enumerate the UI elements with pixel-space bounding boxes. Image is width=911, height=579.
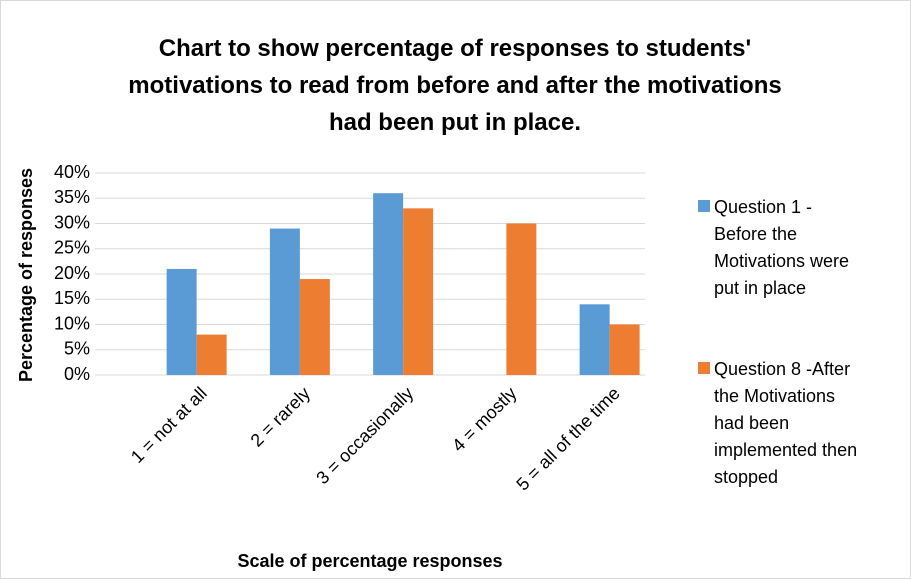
y-tick-label: 40%	[54, 162, 90, 182]
y-tick-label: 0%	[64, 364, 90, 384]
bar	[269, 228, 300, 375]
legend-label: Question 1 - Before the Motivations were…	[714, 197, 850, 298]
y-tick-label: 10%	[54, 313, 90, 333]
bar	[166, 268, 197, 375]
bar	[579, 304, 610, 375]
bar	[609, 324, 640, 375]
y-tick-label: 35%	[54, 187, 90, 207]
chart-title: Chart to show percentage of responses to…	[128, 35, 782, 136]
y-tick-label: 5%	[64, 339, 90, 359]
x-tick-label: 4 = mostly	[448, 383, 521, 456]
bar	[403, 208, 434, 375]
x-tick-label: 5 = all of the time	[512, 383, 623, 494]
y-tick-label: 25%	[54, 238, 90, 258]
legend-swatch	[698, 362, 710, 374]
x-tick-label: 1 = not at all	[127, 383, 211, 467]
bar	[196, 334, 227, 375]
x-tick-label: 2 = rarely	[247, 383, 315, 451]
bar	[506, 223, 537, 375]
y-axis-label: Percentage of responses	[16, 168, 36, 382]
bar	[299, 279, 330, 375]
x-axis-label: Scale of percentage responses	[237, 551, 502, 571]
x-tick-label: 3 = occasionally	[312, 383, 417, 488]
legend-swatch	[698, 200, 710, 212]
y-tick-label: 30%	[54, 212, 90, 232]
y-tick-label: 20%	[54, 263, 90, 283]
bar	[373, 193, 404, 375]
legend-label: Question 8 -After the Motivations had be…	[714, 359, 858, 487]
y-tick-label: 15%	[54, 288, 90, 308]
